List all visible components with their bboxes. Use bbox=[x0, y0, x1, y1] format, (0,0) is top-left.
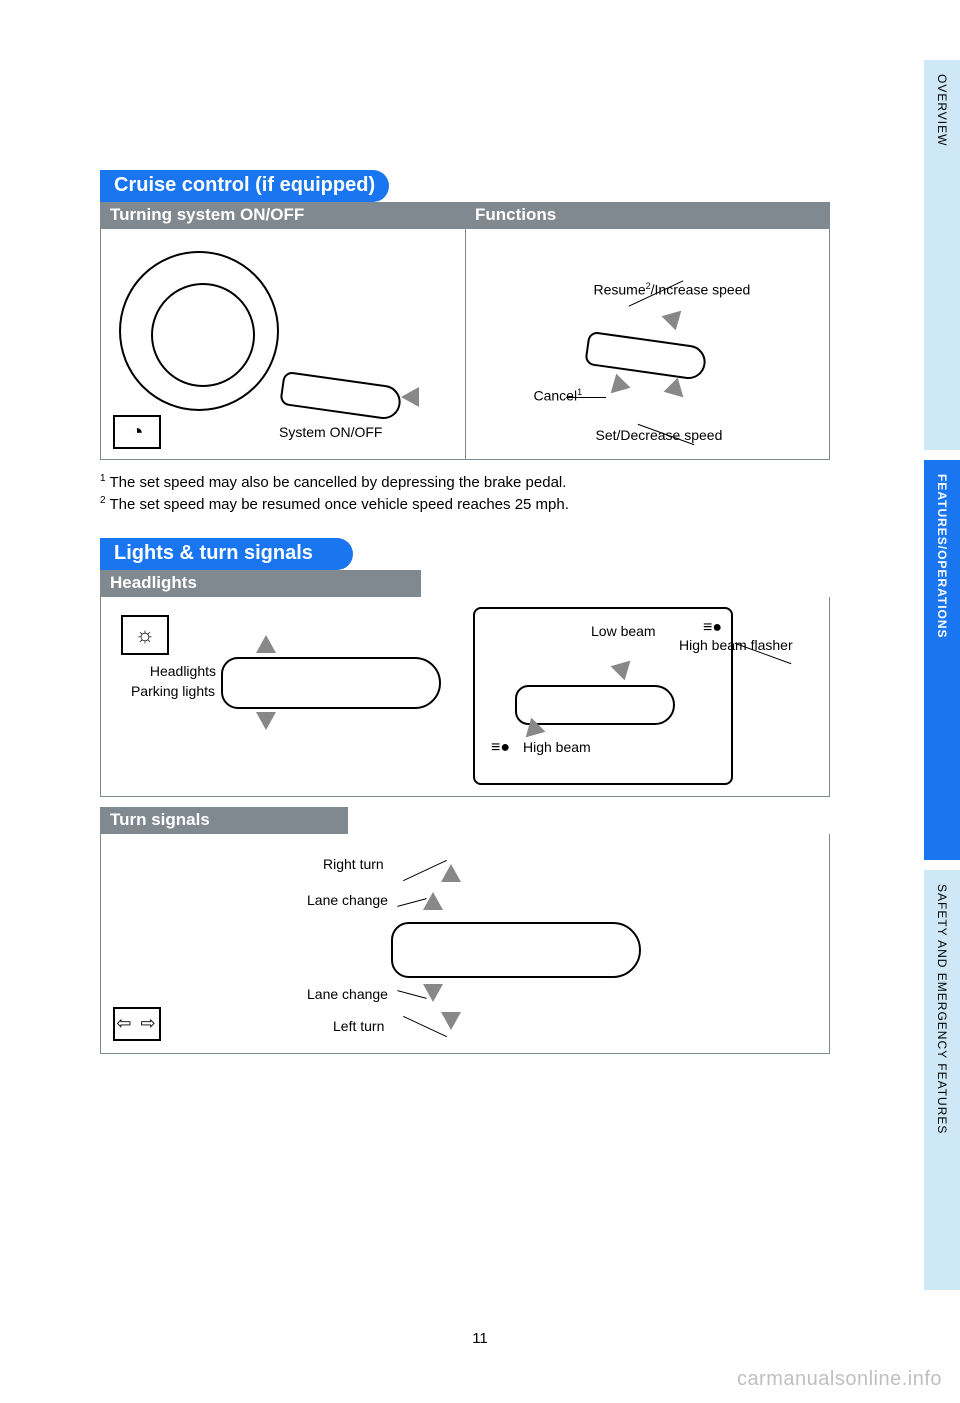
label-cancel-sup: 1 bbox=[577, 387, 582, 397]
label-lane-change-1: Lane change bbox=[307, 892, 388, 908]
label-resume-rest: /Increase speed bbox=[651, 282, 751, 298]
subheading-spacer-2 bbox=[348, 807, 830, 834]
footnote-1-text: The set speed may also be cancelled by d… bbox=[106, 474, 567, 491]
arrow-low-beam bbox=[611, 653, 638, 680]
label-left-turn: Left turn bbox=[333, 1018, 384, 1034]
arrow-system-onoff bbox=[401, 387, 419, 407]
figure-headlights: ☼ Headlights Parking lights Low beam ≡● … bbox=[100, 597, 830, 797]
label-resume-text: Resume bbox=[594, 282, 646, 298]
label-lane-change-2: Lane change bbox=[307, 986, 388, 1002]
figure-cruise-onoff: System ON/OFF ◔ bbox=[101, 229, 465, 459]
subheading-spacer bbox=[421, 570, 830, 597]
steering-wheel-art bbox=[119, 251, 279, 411]
tab-safety: SAFETY AND EMERGENCY FEATURES bbox=[924, 870, 960, 1290]
low-beam-icon: ≡● bbox=[703, 619, 722, 637]
figure-cruise-functions: Resume2/Increase speed Cancel1 Set/Decre… bbox=[465, 229, 830, 459]
label-right-turn: Right turn bbox=[323, 856, 384, 872]
cruise-footnotes: 1 The set speed may also be cancelled by… bbox=[100, 472, 830, 516]
watermark: carmanualsonline.info bbox=[737, 1368, 942, 1391]
section-heading-lights: Lights & turn signals bbox=[100, 538, 353, 570]
label-resume: Resume2/Increase speed bbox=[594, 281, 751, 298]
gauge-icon: ◔ bbox=[113, 415, 161, 449]
footnote-2: 2 The set speed may be resumed once vehi… bbox=[100, 494, 830, 516]
headlight-stalk-art bbox=[221, 657, 441, 709]
arrow-headlights bbox=[256, 635, 276, 653]
high-beam-icon: ≡● bbox=[491, 739, 510, 757]
side-tabs: OVERVIEW FEATURES/OPERATIONS SAFETY AND … bbox=[924, 0, 960, 1403]
label-cancel-text: Cancel bbox=[534, 388, 578, 404]
arrow-parking bbox=[256, 712, 276, 730]
bulb-icon: ☼ bbox=[121, 615, 169, 655]
cruise-stalk-art-2 bbox=[584, 331, 708, 381]
tab-features-operations: FEATURES/OPERATIONS bbox=[924, 460, 960, 860]
arrow-set bbox=[663, 378, 690, 405]
arrow-cancel bbox=[603, 374, 630, 401]
turn-arrows-icon: ⇦ ⇨ bbox=[113, 1007, 161, 1041]
figure-turn-signals: Right turn Lane change Lane change Left … bbox=[100, 834, 830, 1054]
label-low-beam: Low beam bbox=[591, 623, 656, 639]
subheading-system-onoff: Turning system ON/OFF bbox=[100, 202, 465, 229]
arrow-lane-change-up bbox=[423, 892, 443, 910]
label-parking-lights: Parking lights bbox=[115, 683, 215, 699]
arrow-resume bbox=[661, 304, 688, 331]
cruise-stalk-art bbox=[279, 371, 403, 421]
footnote-1: 1 The set speed may also be cancelled by… bbox=[100, 472, 830, 494]
label-headlights: Headlights bbox=[146, 663, 216, 679]
manual-page: Cruise control (if equipped) Turning sys… bbox=[100, 170, 830, 1054]
turn-stalk-art bbox=[391, 922, 641, 978]
tab-overview: OVERVIEW bbox=[924, 60, 960, 450]
subheading-headlights: Headlights bbox=[100, 570, 421, 597]
label-high-beam: High beam bbox=[523, 739, 591, 755]
beam-stalk-art bbox=[515, 685, 675, 725]
label-cancel: Cancel1 bbox=[534, 387, 583, 404]
page-number: 11 bbox=[0, 1330, 960, 1347]
spacer bbox=[100, 797, 830, 807]
footnote-2-text: The set speed may be resumed once vehicl… bbox=[106, 496, 569, 513]
subheading-functions: Functions bbox=[465, 202, 830, 229]
headlights-subheading-row: Headlights bbox=[100, 570, 830, 597]
arrow-right-turn bbox=[441, 864, 461, 882]
cruise-subheadings-row: Turning system ON/OFF Functions bbox=[100, 202, 830, 229]
arrow-left-turn bbox=[441, 1012, 461, 1030]
cruise-figure-row: System ON/OFF ◔ Resume2/Increase speed C… bbox=[100, 229, 830, 460]
section-heading-cruise: Cruise control (if equipped) bbox=[100, 170, 389, 202]
label-set: Set/Decrease speed bbox=[596, 427, 723, 443]
beam-inset-frame: Low beam ≡● ≡● High beam bbox=[473, 607, 733, 785]
turn-subheading-row: Turn signals bbox=[100, 807, 830, 834]
label-system-onoff: System ON/OFF bbox=[279, 424, 382, 440]
subheading-turn-signals: Turn signals bbox=[100, 807, 348, 834]
